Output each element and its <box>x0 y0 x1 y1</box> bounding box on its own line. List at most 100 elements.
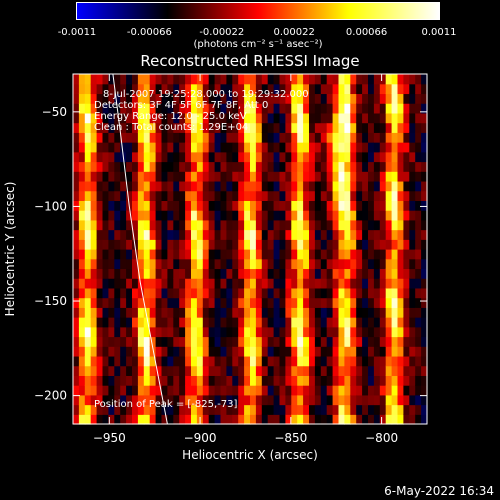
heatmap-cell <box>415 346 422 357</box>
heatmap-cell <box>149 249 157 260</box>
heatmap-cell <box>368 93 375 104</box>
heatmap-cell <box>338 151 345 163</box>
heatmap-cell <box>90 171 98 182</box>
heatmap-cell <box>196 151 204 163</box>
heatmap-cell <box>291 326 298 338</box>
heatmap-cell <box>273 375 281 386</box>
heatmap-cell <box>238 394 245 406</box>
heatmap-cell <box>314 171 322 182</box>
heatmap-cell <box>314 336 322 347</box>
heatmap-cell <box>137 210 145 221</box>
heatmap-cell <box>143 190 151 201</box>
heatmap-cell <box>356 258 363 270</box>
heatmap-cell <box>368 385 375 396</box>
heatmap-cell <box>143 375 151 386</box>
heatmap-cell <box>350 268 357 279</box>
heatmap-cell <box>250 375 257 386</box>
heatmap-cell <box>267 112 275 124</box>
heatmap-cell <box>373 122 381 133</box>
heatmap-cell <box>132 287 139 299</box>
heatmap-cell <box>78 317 86 328</box>
heatmap-cell <box>96 171 104 182</box>
heatmap-cell <box>214 375 222 386</box>
heatmap-cell <box>415 258 422 270</box>
heatmap-cell <box>397 404 404 415</box>
heatmap-cell <box>391 258 399 270</box>
heatmap-cell <box>220 375 227 386</box>
heatmap-cell <box>356 268 363 279</box>
heatmap-cell <box>285 142 292 153</box>
heatmap-cell <box>173 74 180 85</box>
heatmap-cell <box>267 317 275 328</box>
heatmap-cell <box>250 307 257 318</box>
heatmap-cell <box>362 307 369 318</box>
heatmap-cell <box>409 239 416 250</box>
heatmap-cell <box>84 200 92 211</box>
heatmap-cell <box>244 346 251 357</box>
heatmap-cell <box>320 375 328 386</box>
heatmap-cell <box>267 132 275 143</box>
heatmap-cell <box>167 287 174 299</box>
heatmap-cell <box>314 219 322 231</box>
heatmap-cell <box>373 249 381 260</box>
colorbar-tick-label: -0.00022 <box>199 27 245 38</box>
heatmap-cell <box>267 200 275 211</box>
heatmap-cell <box>196 190 204 201</box>
heatmap-cell <box>332 83 340 95</box>
heatmap-cell <box>320 180 328 192</box>
heatmap-cell <box>173 326 180 338</box>
heatmap-cell <box>126 171 133 182</box>
heatmap-cell <box>362 74 369 85</box>
heatmap-cell <box>309 385 316 396</box>
heatmap-cell <box>120 268 127 279</box>
heatmap-cell <box>220 122 227 133</box>
heatmap-cell <box>285 307 292 318</box>
heatmap-cell <box>191 346 198 357</box>
heatmap-cell <box>379 132 387 143</box>
heatmap-cell <box>255 317 263 328</box>
heatmap-cell <box>196 336 204 347</box>
heatmap-cell <box>368 190 375 201</box>
heatmap-cell <box>273 219 281 231</box>
heatmap-cell <box>320 103 328 114</box>
heatmap-cell <box>84 151 92 163</box>
heatmap-cell <box>255 355 263 367</box>
heatmap-cell <box>356 190 363 201</box>
heatmap-cell <box>167 365 174 376</box>
heatmap-cell <box>208 219 216 231</box>
heatmap-cell <box>238 112 245 124</box>
heatmap-cell <box>179 161 186 172</box>
heatmap-cell <box>385 326 393 338</box>
heatmap-cell <box>137 190 145 201</box>
heatmap-cell <box>161 394 168 406</box>
heatmap-cell <box>185 161 192 172</box>
heatmap-cell <box>143 307 151 318</box>
heatmap-cell <box>102 142 109 153</box>
heatmap-cell <box>379 297 387 308</box>
heatmap-cell <box>320 307 328 318</box>
heatmap-cell <box>202 394 210 406</box>
heatmap-cell <box>108 297 115 308</box>
heatmap-cell <box>126 365 133 376</box>
heatmap-cell <box>244 161 251 172</box>
heatmap-cell <box>90 190 98 201</box>
heatmap-cell <box>250 414 257 425</box>
heatmap-cell <box>332 151 340 163</box>
heatmap-cell <box>78 103 86 114</box>
heatmap-cell <box>220 258 227 270</box>
heatmap-cell <box>255 219 263 231</box>
heatmap-cell <box>108 239 115 250</box>
heatmap-cell <box>314 297 322 308</box>
heatmap-cell <box>96 132 104 143</box>
heatmap-cell <box>108 394 115 406</box>
heatmap-cell <box>368 151 375 163</box>
heatmap-cell <box>226 122 233 133</box>
heatmap-cell <box>208 112 216 124</box>
heatmap-cell <box>255 239 263 250</box>
heatmap-cell <box>297 297 304 308</box>
heatmap-cell <box>90 103 98 114</box>
heatmap-cell <box>126 103 133 114</box>
heatmap-cell <box>279 132 286 143</box>
heatmap-cell <box>179 355 186 367</box>
heatmap-cell <box>291 219 298 231</box>
